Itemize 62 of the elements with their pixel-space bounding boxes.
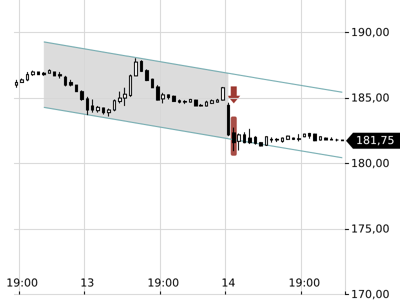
candlestick (313, 133, 317, 142)
candlestick (26, 71, 29, 82)
y-tick-label: 170,00 (351, 288, 390, 300)
candlestick (58, 71, 62, 80)
candlestick (64, 75, 67, 87)
candlestick (243, 132, 246, 144)
candlestick (189, 98, 192, 104)
candlestick (91, 98, 94, 114)
candlestick (330, 136, 333, 141)
y-tick-label: 190,00 (351, 26, 390, 40)
candlestick (265, 136, 268, 146)
candlestick (48, 68, 51, 74)
candlestick (75, 84, 78, 92)
candlestick (145, 68, 149, 82)
x-tick-label: 13 (80, 276, 94, 290)
candlestick (167, 94, 170, 100)
x-tick-label: 14 (221, 276, 236, 290)
candlestick (292, 136, 295, 141)
candlestick (216, 98, 219, 104)
candlestick (31, 70, 35, 76)
candlestick (227, 102, 230, 137)
candlestick (281, 136, 284, 144)
candlestick (151, 78, 154, 88)
candlestick (107, 108, 111, 117)
candlestick (15, 79, 18, 88)
candlestick (286, 134, 290, 141)
y-tick-label: 180,00 (351, 157, 390, 170)
candlestick (308, 132, 311, 140)
candlestick (102, 106, 105, 116)
candlestick (254, 136, 257, 146)
candlestick (20, 78, 24, 83)
x-tick-label: 19:00 (147, 276, 180, 290)
candlestick (69, 79, 73, 87)
x-tick-label: 19:00 (6, 276, 38, 290)
candlestick (140, 60, 143, 72)
x-tick-label: 19:00 (288, 276, 320, 290)
candlestick (303, 133, 306, 138)
y-tick-label: 175,00 (351, 222, 390, 236)
y-tick-label: 185,00 (351, 92, 390, 105)
candlestick (96, 106, 100, 114)
candlestick (113, 98, 116, 112)
candlestick (210, 98, 214, 105)
candlestick (178, 98, 181, 104)
text: 181,75 (356, 134, 394, 148)
candlestick (183, 100, 187, 105)
candlestick (53, 71, 56, 76)
candlestick (248, 128, 252, 144)
candlestick (172, 95, 176, 102)
candlestick (205, 100, 208, 108)
candlestick (37, 71, 40, 76)
candlestick (86, 96, 89, 116)
candlestick (275, 138, 279, 143)
candlestick (134, 58, 138, 76)
candlestick (129, 74, 132, 98)
candlestick (270, 136, 273, 144)
candlestick (42, 71, 46, 76)
candlestick (319, 136, 322, 142)
candlestick (259, 142, 263, 148)
candlestick (80, 90, 84, 102)
candlestick (221, 86, 225, 102)
candlestick (324, 136, 328, 141)
candlestick (297, 134, 301, 142)
